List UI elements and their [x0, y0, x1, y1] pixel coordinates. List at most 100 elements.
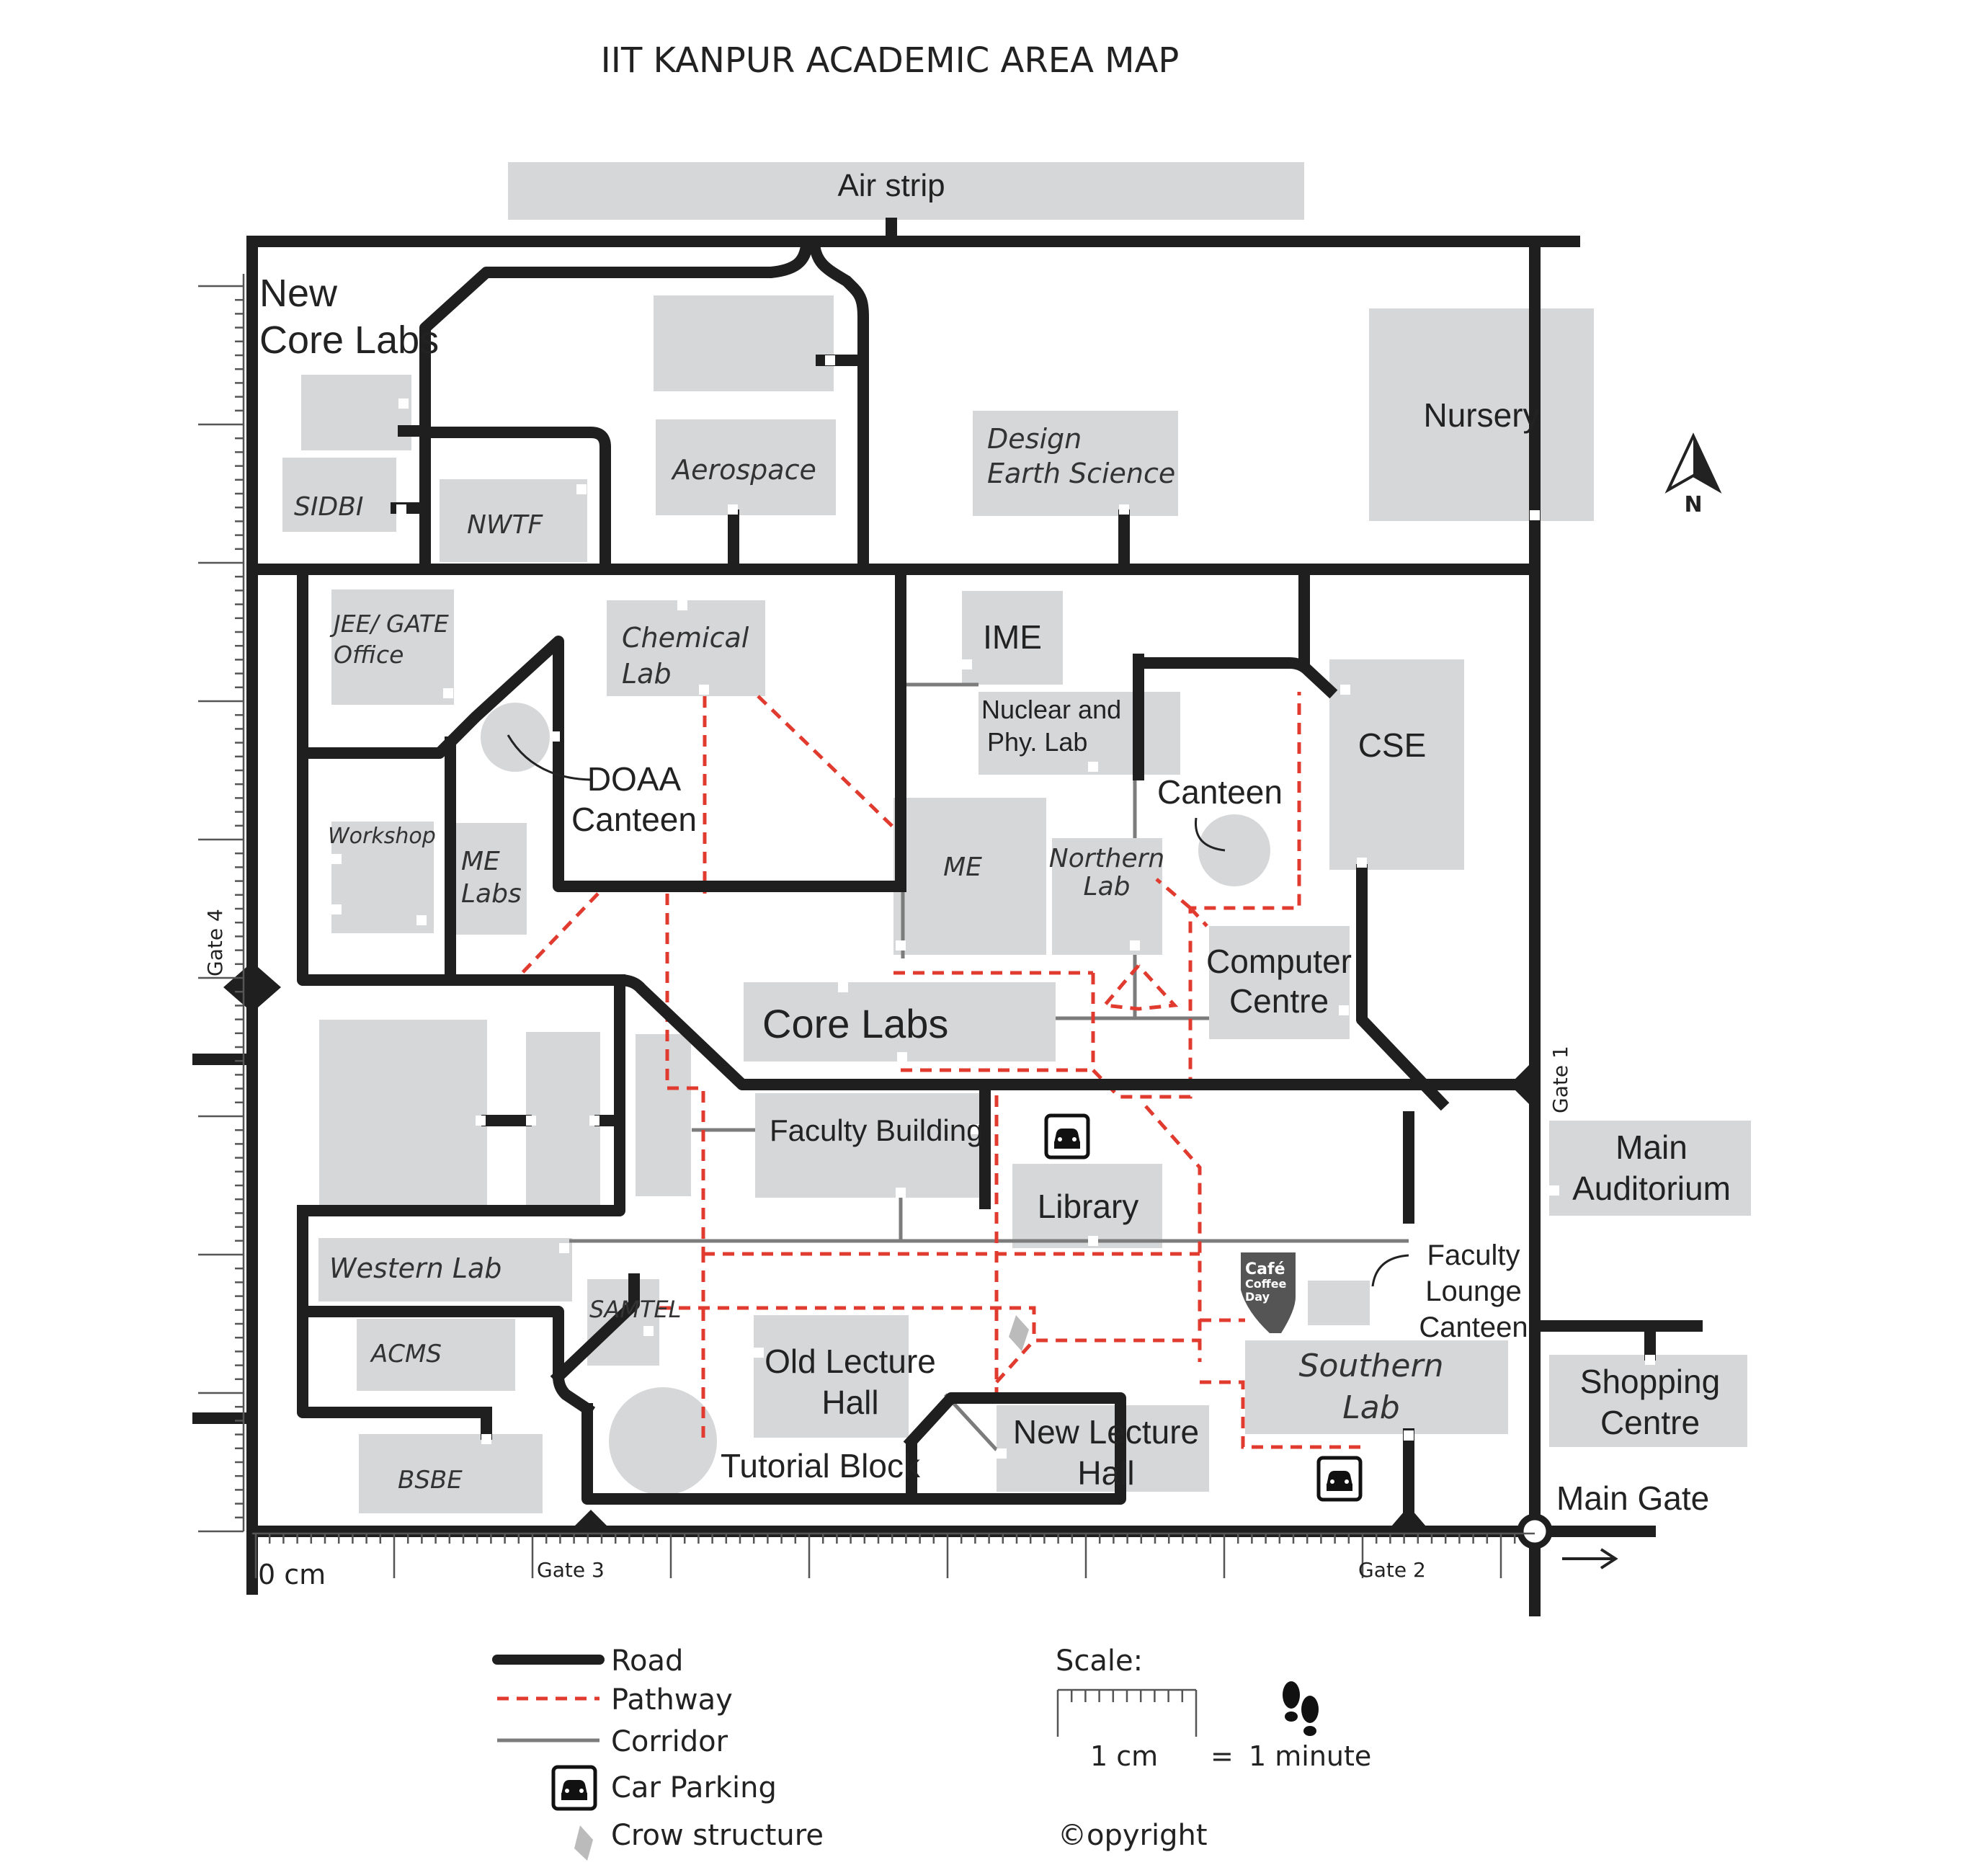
svg-text:Café: Café — [1245, 1260, 1285, 1278]
sidbi-building[interactable] — [282, 458, 396, 532]
scale-unit-label: 1 cm — [1090, 1740, 1158, 1772]
main-gate-marker[interactable] — [1517, 1513, 1553, 1549]
me-labs-label-2: Labs — [461, 879, 522, 909]
southern-label-2: Lab — [1342, 1389, 1399, 1426]
legend-parking-icon — [551, 1765, 597, 1811]
northern-label-1: Northern — [1049, 844, 1164, 873]
northern-lab-building[interactable] — [1052, 838, 1162, 955]
tutorial-block-label: Tutorial Block — [721, 1447, 921, 1485]
southern-label-1: Southern — [1299, 1348, 1444, 1384]
lab-west-3[interactable] — [636, 1034, 691, 1196]
sidbi-label: SIDBI — [294, 492, 364, 522]
main-gate-label: Main Gate — [1556, 1479, 1709, 1517]
air-strip[interactable] — [508, 162, 1304, 220]
new-lecture-label-2: Hall — [1077, 1454, 1134, 1492]
gate-2-label: Gate 2 — [1358, 1558, 1426, 1582]
workshop-label: Workshop — [328, 824, 436, 849]
car-parking-icon[interactable] — [1316, 1456, 1363, 1502]
left-ruler — [198, 274, 245, 1533]
nuclear-label-2: Phy. Lab — [987, 727, 1087, 757]
large-lab-west[interactable] — [319, 1020, 487, 1214]
new-lecture-hall-building[interactable] — [997, 1405, 1209, 1492]
scale-time-label: 1 minute — [1249, 1740, 1371, 1772]
computer-centre-building[interactable] — [1209, 926, 1350, 1039]
bsbe-building[interactable] — [359, 1434, 543, 1513]
acms-building[interactable] — [357, 1319, 515, 1391]
copyright-label: ©opyright — [1058, 1819, 1208, 1852]
doaa-canteen-building[interactable] — [481, 703, 550, 772]
library-building[interactable] — [1012, 1164, 1162, 1248]
chemical-lab-building[interactable] — [607, 600, 765, 696]
jee-gate-label-2: Office — [334, 641, 404, 669]
compass-label: N — [1684, 492, 1702, 517]
crow-structure-icon — [1009, 1315, 1029, 1351]
lab-west-2[interactable] — [526, 1032, 600, 1214]
legend: Road Pathway Corridor Car Parking Crow s… — [492, 1644, 824, 1861]
nwtf-building[interactable] — [440, 479, 587, 562]
cafe-coffee-day-logo[interactable]: Café Coffee Day — [1241, 1252, 1296, 1333]
computer-centre-label-2: Centre — [1229, 982, 1329, 1020]
shopping-centre-building[interactable] — [1549, 1355, 1747, 1447]
new-core-labs-building[interactable] — [301, 375, 411, 450]
me-labs-label-1: ME — [461, 847, 500, 876]
faculty-building-label: Faculty Building — [770, 1113, 983, 1147]
east-arrow-icon — [1562, 1548, 1618, 1570]
main-auditorium-label-2: Auditorium — [1572, 1170, 1731, 1207]
car-parking-icon[interactable] — [1044, 1113, 1090, 1159]
jee-gate-label-1: JEE/ GATE — [329, 610, 449, 638]
chemical-label-2: Lab — [622, 658, 672, 690]
doaa-label-2: Canteen — [571, 801, 697, 838]
cse-building[interactable] — [1329, 659, 1464, 870]
legend-parking-label: Car Parking — [611, 1771, 777, 1804]
roads — [192, 218, 1703, 1616]
core-labs-building[interactable] — [744, 982, 1056, 1061]
chemical-label-1: Chemical — [622, 622, 749, 654]
faculty-building[interactable] — [755, 1093, 982, 1198]
northern-label-2: Lab — [1084, 872, 1131, 902]
faculty-lounge-label-3: Canteen — [1419, 1312, 1528, 1343]
legend-crow-label: Crow structure — [611, 1819, 824, 1852]
gate-1-label: Gate 1 — [1548, 1046, 1572, 1113]
ruler-origin-label: 0 cm — [258, 1559, 326, 1590]
scale-label: Scale: — [1056, 1644, 1143, 1678]
aerospace-building[interactable] — [656, 419, 836, 515]
canteen-building[interactable] — [1198, 814, 1270, 886]
doorways — [331, 355, 1655, 1459]
legend-crow-icon — [574, 1825, 593, 1861]
buildings — [282, 162, 1751, 1513]
old-lecture-hall-building[interactable] — [754, 1315, 909, 1438]
me-labs-building[interactable] — [456, 823, 527, 935]
faculty-lounge-label-2: Lounge — [1425, 1276, 1521, 1307]
acms-label: ACMS — [370, 1340, 442, 1368]
old-lecture-label-2: Hall — [821, 1384, 878, 1421]
cse-label: CSE — [1358, 726, 1427, 764]
scale-ruler — [1056, 1688, 1198, 1737]
core-labs-label: Core Labs — [762, 1001, 948, 1046]
gate-3-label: Gate 3 — [537, 1558, 605, 1582]
nursery-building[interactable] — [1369, 308, 1594, 521]
me-building[interactable] — [893, 798, 1046, 955]
new-core-labs-label-2: Core Labs — [259, 319, 439, 362]
design-building[interactable] — [973, 411, 1178, 516]
bsbe-label: BSBE — [398, 1466, 463, 1495]
unnamed-building-top[interactable] — [654, 295, 834, 391]
western-lab-building[interactable] — [318, 1238, 572, 1301]
ime-label: IME — [983, 618, 1042, 656]
road-junctions — [223, 962, 1535, 1531]
legend-road-label: Road — [611, 1644, 683, 1678]
svg-text:Day: Day — [1245, 1290, 1270, 1304]
nuclear-lab-building[interactable] — [979, 692, 1180, 775]
southern-lab-building[interactable] — [1245, 1340, 1508, 1434]
new-core-labs-label-1: New — [259, 272, 338, 315]
old-lecture-label-1: Old Lecture — [765, 1343, 936, 1380]
faculty-lounge-building[interactable] — [1308, 1281, 1370, 1325]
library-label: Library — [1038, 1188, 1139, 1225]
tutorial-block-building[interactable] — [609, 1387, 717, 1495]
workshop-building[interactable] — [331, 822, 434, 933]
jee-gate-building[interactable] — [331, 589, 454, 705]
main-auditorium-building[interactable] — [1549, 1121, 1751, 1216]
design-label-2: Earth Science — [987, 458, 1175, 489]
legend-corridor-label: Corridor — [611, 1725, 728, 1758]
ime-building[interactable] — [962, 591, 1063, 685]
